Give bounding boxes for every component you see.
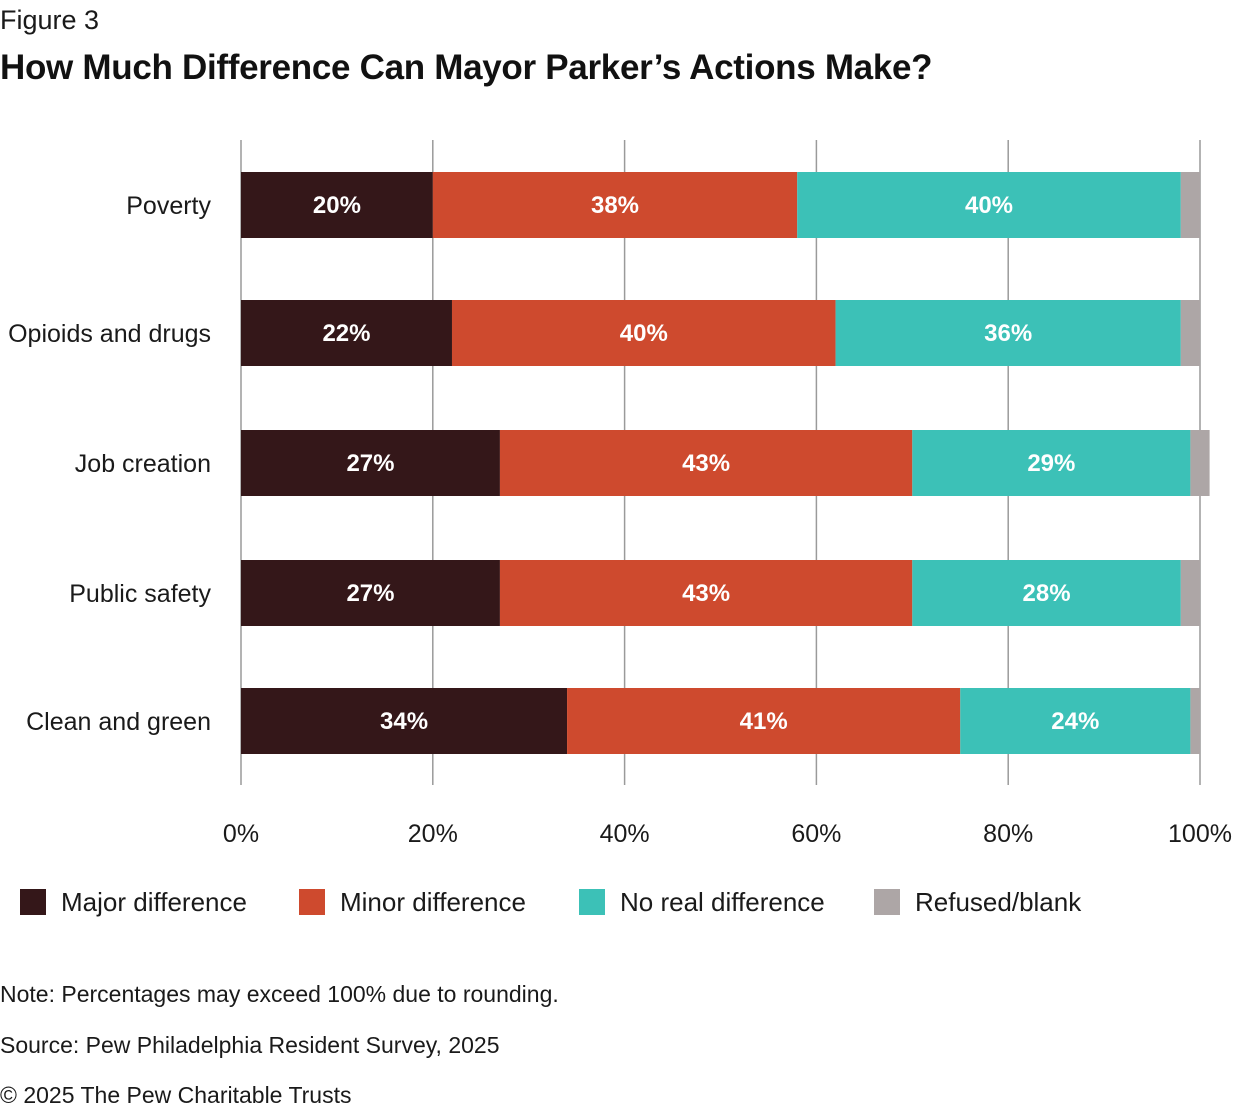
category-label: Opioids and drugs (8, 320, 211, 348)
legend-item-minor: Minor difference (299, 884, 526, 920)
bar-value-label: 34% (380, 708, 428, 735)
bar-value-label: 29% (1027, 450, 1075, 477)
x-tick-label: 100% (1168, 820, 1232, 848)
bar-segment (1190, 430, 1210, 496)
category-label: Job creation (75, 450, 211, 478)
bar-value-label: 28% (1023, 580, 1071, 607)
bar-segment (499, 560, 913, 626)
category-label: Clean and green (26, 708, 211, 736)
copyright: © 2025 The Pew Charitable Trusts (0, 1082, 352, 1108)
legend-swatch-minor (299, 889, 325, 915)
figure-label: Figure 3 (0, 5, 100, 35)
bar-value-label: 27% (346, 450, 394, 477)
source: Source: Pew Philadelphia Resident Survey… (0, 1032, 500, 1058)
legend-label-refused: Refused/blank (915, 887, 1082, 917)
legend-label-no-real: No real difference (620, 887, 825, 917)
bar-value-label: 43% (682, 580, 730, 607)
x-tick-label: 60% (791, 820, 841, 848)
legend-swatch-no-real (579, 889, 605, 915)
category-labels: Poverty Opioids and drugs Job creation Publ… (8, 192, 211, 736)
x-tick-label: 40% (600, 820, 650, 848)
legend: Major difference Minor difference No rea… (0, 884, 1240, 920)
x-tick-label: 20% (408, 820, 458, 848)
bar-segment (835, 300, 1181, 366)
legend-swatch-refused (874, 889, 900, 915)
bar-segment (241, 688, 568, 754)
bar-segment (912, 560, 1181, 626)
bar-value-label: 43% (682, 450, 730, 477)
legend-item-refused: Refused/blank (874, 884, 1081, 920)
bar-value-label: 40% (620, 320, 668, 347)
bar-segment (499, 430, 913, 496)
category-label: Public safety (69, 580, 211, 608)
legend-label-major: Major difference (61, 887, 247, 917)
bar-segment (241, 172, 433, 238)
bar-value-label: 22% (322, 320, 370, 347)
bar-segment (1180, 560, 1200, 626)
bar-value-label: 41% (740, 708, 788, 735)
bar-segment (797, 172, 1181, 238)
bar-value-label: 40% (965, 192, 1013, 219)
bar-segment (241, 300, 452, 366)
bar-segment (567, 688, 961, 754)
legend-item-no-real: No real difference (579, 884, 825, 920)
bar-value-label: 36% (984, 320, 1032, 347)
legend-item-major: Major difference (20, 884, 247, 920)
note: Note: Percentages may exceed 100% due to… (0, 981, 559, 1007)
legend-label-minor: Minor difference (340, 887, 526, 917)
bar-segment (1190, 688, 1200, 754)
bar-value-labels: 20% 38% 40% 22% 40% 36% 27% 43% 29% 27% 43% 28% 34% 4… (313, 192, 1099, 735)
bar-value-label: 20% (313, 192, 361, 219)
stacked-bar-chart: 20% 38% 40% 22% 40% 36% 27% 43% 29% 27% 43% 28% 34% 4… (8, 140, 1232, 848)
bar-segment (912, 430, 1191, 496)
chart-title: How Much Difference Can Mayor Parker’s A… (0, 48, 933, 87)
x-tick-label: 0% (223, 820, 259, 848)
bars (241, 172, 1210, 754)
bar-value-label: 38% (591, 192, 639, 219)
bar-value-label: 27% (346, 580, 394, 607)
bar-segment (241, 560, 500, 626)
x-axis-tick-labels: 0% 20% 40% 60% 80% 100% (223, 820, 1232, 848)
bar-segment (960, 688, 1191, 754)
category-label: Poverty (126, 192, 211, 220)
bar-segment (1180, 300, 1200, 366)
bar-segment (241, 430, 500, 496)
bar-segment (432, 172, 798, 238)
x-tick-label: 80% (983, 820, 1033, 848)
bar-segment (451, 300, 836, 366)
bar-value-label: 24% (1051, 708, 1099, 735)
bar-segment (1180, 172, 1200, 238)
legend-swatch-major (20, 889, 46, 915)
